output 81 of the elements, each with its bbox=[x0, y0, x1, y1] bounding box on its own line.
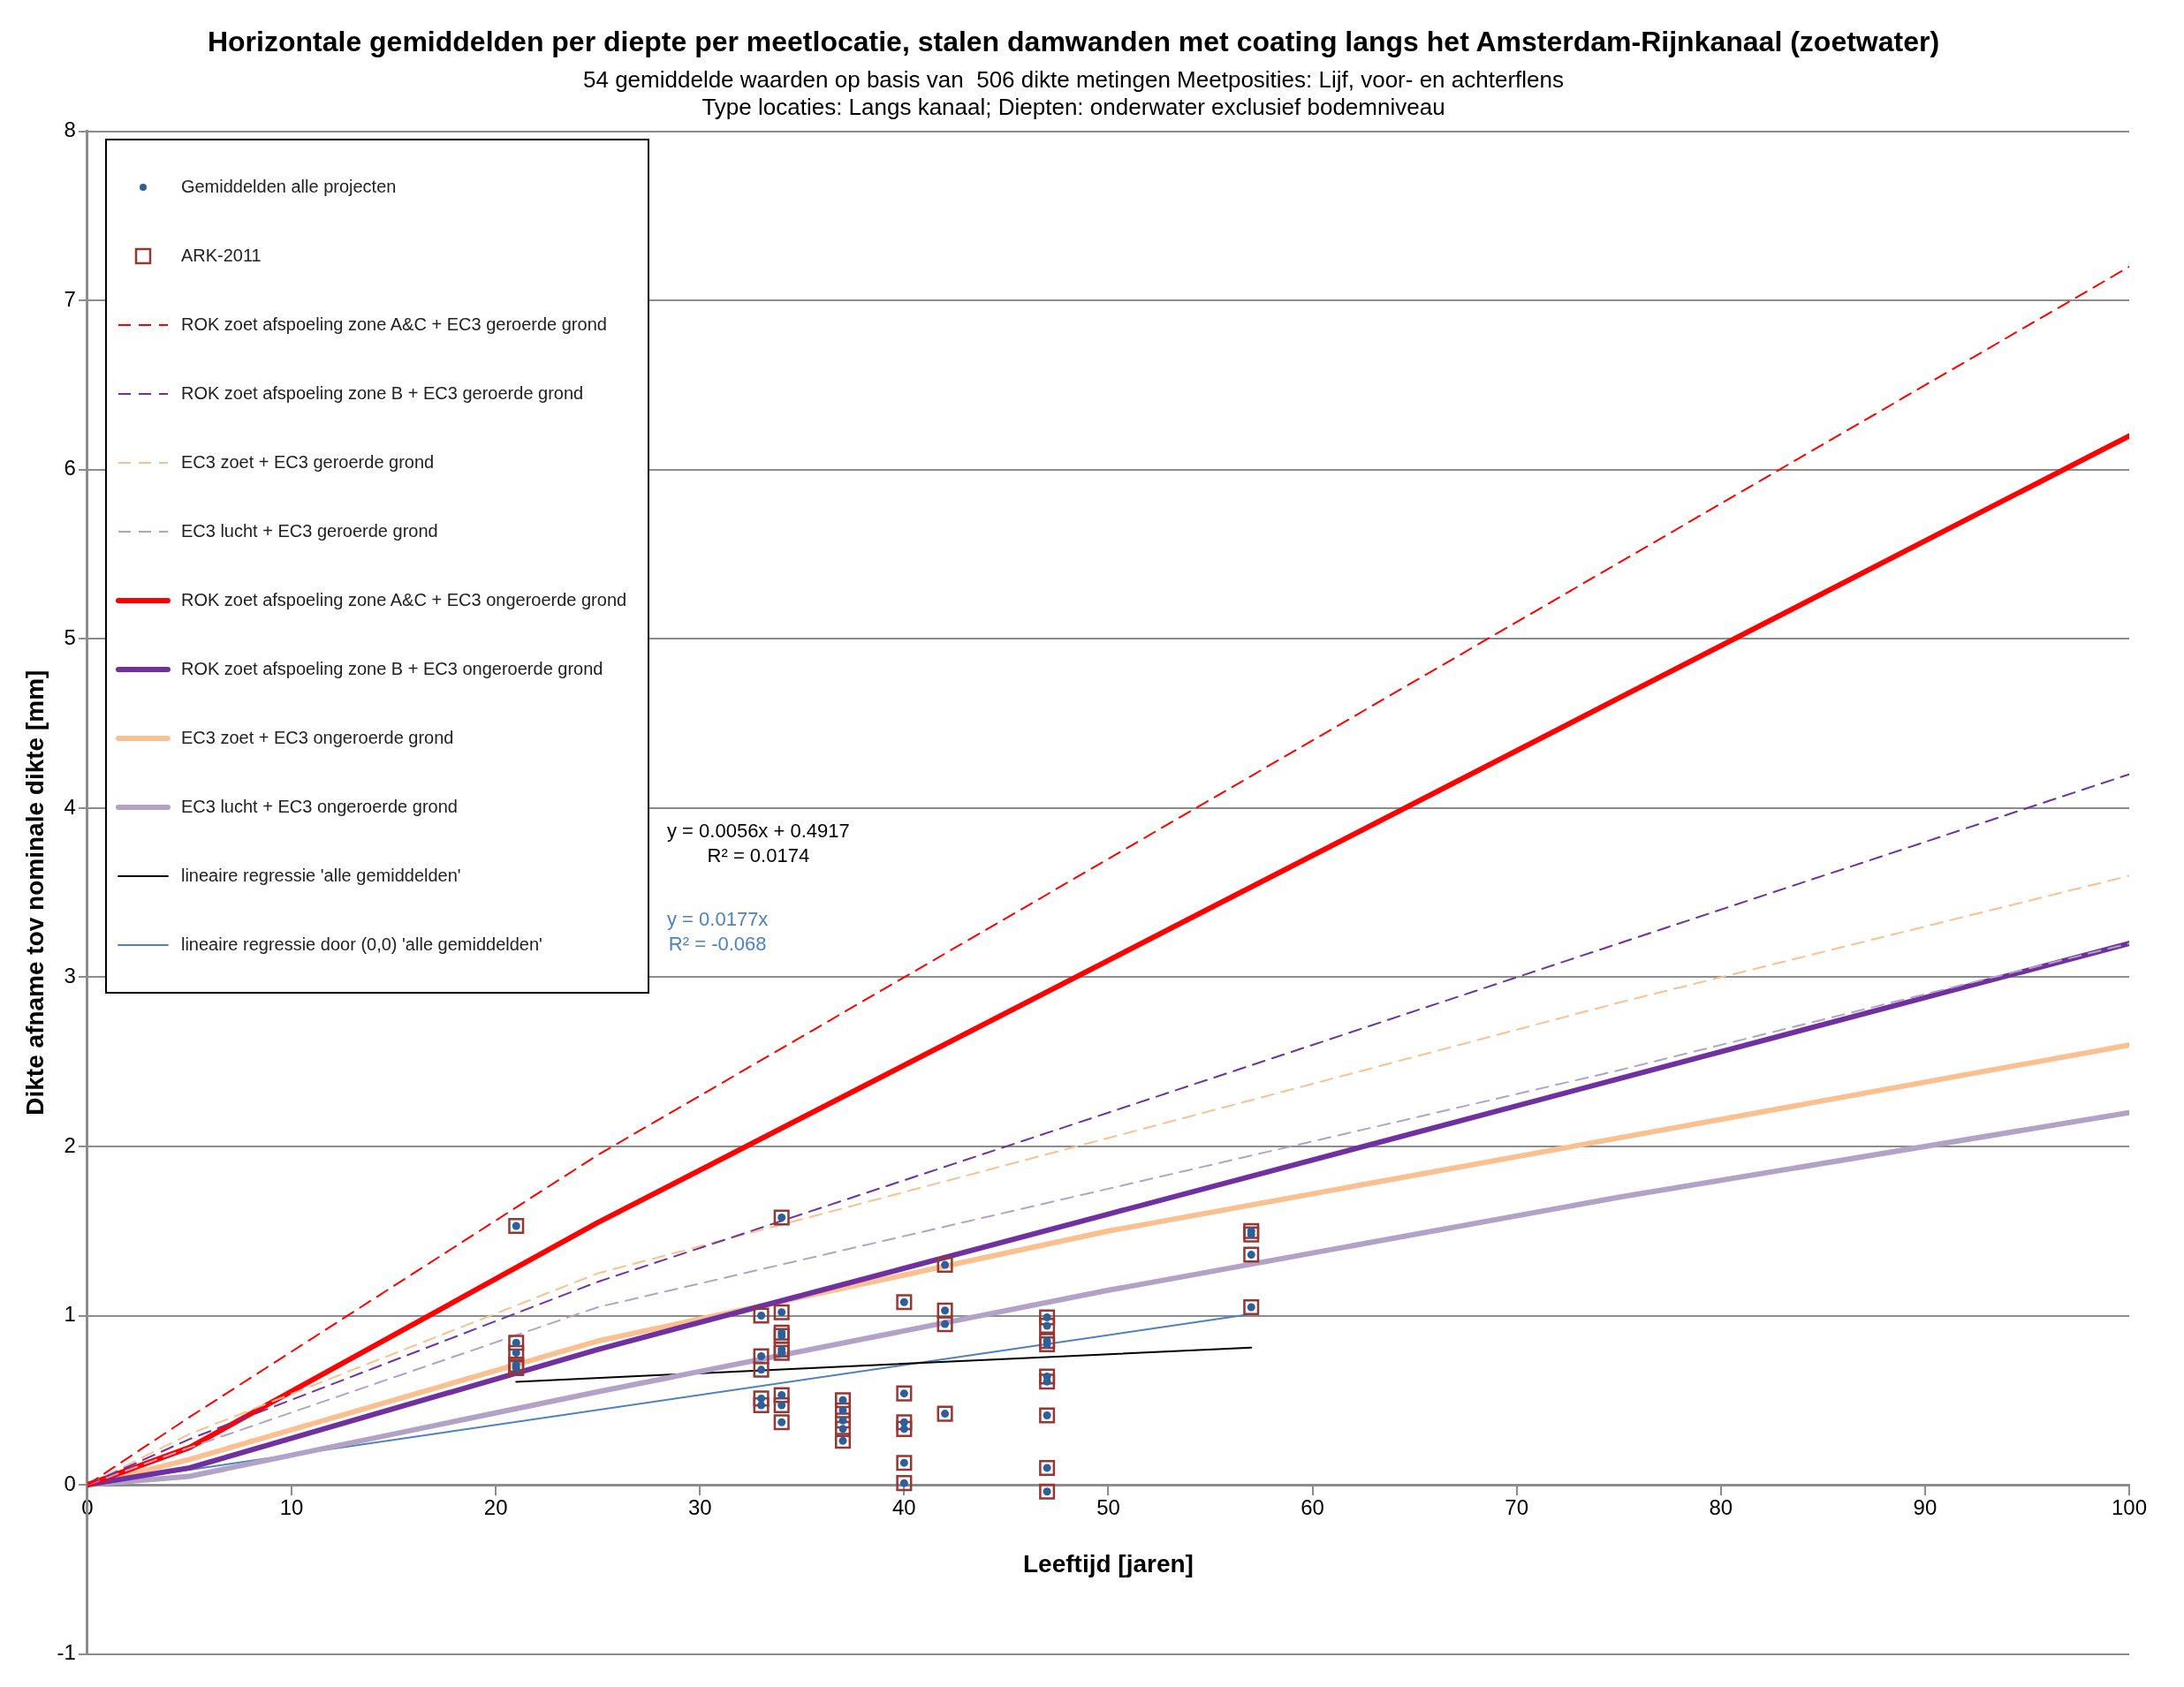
x-tick-label: 40 bbox=[892, 1495, 916, 1520]
point bbox=[835, 1402, 852, 1418]
point bbox=[1039, 1368, 1056, 1385]
point bbox=[753, 1307, 770, 1324]
legend-label: Gemiddelden alle projecten bbox=[180, 177, 397, 198]
point bbox=[896, 1420, 913, 1437]
legend-label: ROK zoet afspoeling zone B + EC3 ongeroerde grond bbox=[180, 659, 603, 680]
y-tick-label: -1 bbox=[57, 1640, 76, 1665]
point bbox=[896, 1475, 913, 1492]
x-tick-label: 30 bbox=[687, 1495, 712, 1520]
point bbox=[937, 1405, 953, 1422]
point bbox=[937, 1302, 953, 1319]
x-tick-label: 50 bbox=[1096, 1495, 1120, 1520]
point bbox=[835, 1420, 852, 1437]
point bbox=[1243, 1298, 1260, 1315]
point bbox=[508, 1217, 525, 1235]
point bbox=[1243, 1246, 1260, 1263]
point bbox=[1039, 1483, 1056, 1500]
legend-label: ROK zoet afspoeling zone B + EC3 geroerde grond bbox=[180, 383, 584, 405]
y-tick-label: 0 bbox=[64, 1471, 76, 1495]
x-tick-label: 70 bbox=[1505, 1495, 1529, 1520]
point bbox=[1039, 1318, 1056, 1335]
point bbox=[1243, 1222, 1260, 1239]
point bbox=[1039, 1333, 1056, 1350]
point bbox=[1039, 1309, 1056, 1326]
point bbox=[1039, 1373, 1056, 1390]
y-tick-label: 2 bbox=[64, 1132, 76, 1157]
y-tick-label: 1 bbox=[64, 1302, 76, 1327]
y-tick-label: 5 bbox=[64, 625, 76, 650]
x-tick-label: 100 bbox=[2111, 1495, 2148, 1520]
point bbox=[1039, 1336, 1056, 1353]
point bbox=[896, 1455, 913, 1471]
y-tick-label: 4 bbox=[64, 794, 76, 819]
annotation: y = 0.0056x + 0.4917 R² = 0.0174 bbox=[664, 817, 853, 870]
legend-label: EC3 zoet + EC3 geroerde grond bbox=[180, 452, 435, 473]
legend-label: EC3 zoet + EC3 ongeroerde grond bbox=[180, 728, 454, 749]
y-tick-label: 8 bbox=[64, 117, 76, 142]
point bbox=[753, 1361, 770, 1378]
legend-label: lineaire regressie door (0,0) 'alle gemiddelden' bbox=[180, 934, 542, 956]
point bbox=[753, 1397, 770, 1414]
legend-label: lineaire regressie 'alle gemiddelden' bbox=[180, 866, 461, 887]
point bbox=[1039, 1459, 1056, 1476]
point bbox=[773, 1209, 790, 1226]
point bbox=[773, 1341, 790, 1358]
chart-subtitle: 54 gemiddelde waarden op basis van 506 dikte metingen Meetposities: Lijf, voor- en achterflens Type locaties: Langs kanaal; Diepten: onderwater exclusief bodemniveau bbox=[583, 66, 1564, 121]
x-tick-label: 60 bbox=[1301, 1495, 1324, 1520]
point bbox=[937, 1257, 953, 1274]
point bbox=[508, 1344, 525, 1361]
point bbox=[773, 1414, 790, 1431]
point bbox=[896, 1414, 913, 1431]
x-tick-label: 20 bbox=[483, 1495, 508, 1520]
legend-label: EC3 lucht + EC3 geroerde grond bbox=[180, 521, 438, 542]
x-axis-title: Leeftijd [jaren] bbox=[1023, 1550, 1194, 1578]
point bbox=[508, 1335, 525, 1351]
chart-title: Horizontale gemiddelden per diepte per meetlocatie, stalen damwanden met coating langs het Amsterdam-Rijnkanaal (zoetwater) bbox=[207, 26, 1940, 58]
y-axis-title: Dikte afname tov nominale dikte [mm] bbox=[20, 670, 49, 1116]
point bbox=[773, 1344, 790, 1361]
y-tick-label: 7 bbox=[64, 286, 76, 311]
annotation: y = 0.0177x R² = -0.068 bbox=[664, 905, 772, 958]
point bbox=[773, 1324, 790, 1341]
point bbox=[937, 1316, 953, 1333]
point bbox=[896, 1385, 913, 1402]
point bbox=[1039, 1407, 1056, 1424]
legend-label: ARK-2011 bbox=[180, 246, 262, 267]
point bbox=[753, 1348, 770, 1365]
legend-label: EC3 lucht + EC3 ongeroerde grond bbox=[180, 797, 458, 818]
point bbox=[773, 1387, 790, 1403]
y-tick-label: 3 bbox=[64, 964, 76, 988]
legend-label: ROK zoet afspoeling zone A&C + EC3 geroerde grond bbox=[180, 314, 607, 336]
point bbox=[1243, 1226, 1260, 1243]
point bbox=[773, 1304, 790, 1320]
x-tick-label: 80 bbox=[1709, 1495, 1733, 1520]
y-tick-label: 6 bbox=[64, 456, 76, 480]
point bbox=[896, 1294, 913, 1311]
point bbox=[753, 1390, 770, 1407]
x-tick-label: 90 bbox=[1913, 1495, 1938, 1520]
point bbox=[835, 1433, 852, 1449]
x-tick-label: 10 bbox=[279, 1495, 304, 1520]
point bbox=[773, 1397, 790, 1414]
legend-label: ROK zoet afspoeling zone A&C + EC3 ongeroerde grond bbox=[180, 590, 627, 611]
point bbox=[835, 1392, 852, 1409]
